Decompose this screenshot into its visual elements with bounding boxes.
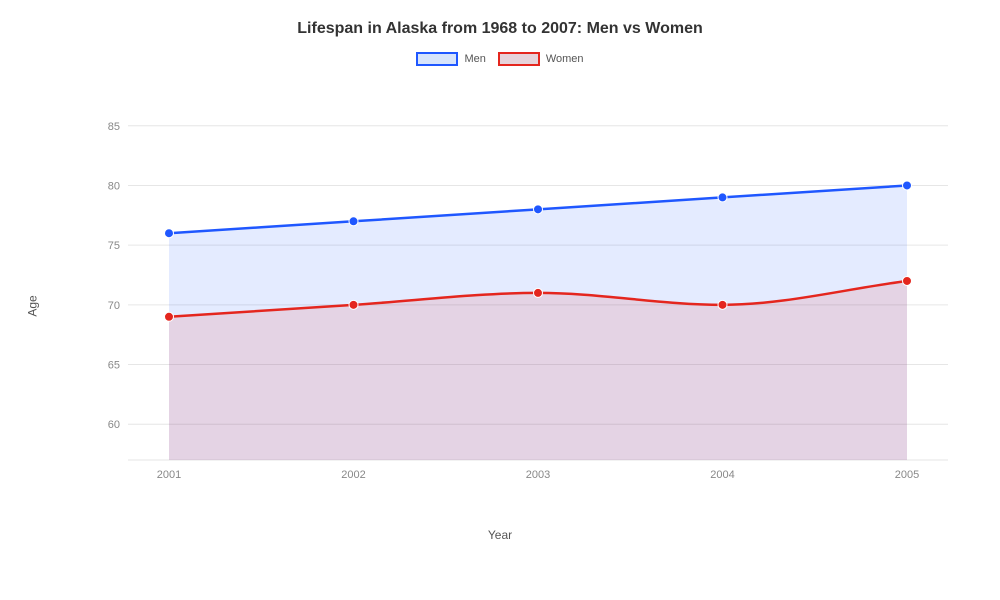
chart-title: Lifespan in Alaska from 1968 to 2007: Me… [30, 20, 970, 38]
svg-text:70: 70 [108, 300, 120, 312]
marker-women[interactable] [349, 300, 358, 309]
legend-label-men: Men [464, 53, 485, 65]
legend-label-women: Women [546, 53, 584, 65]
svg-text:2004: 2004 [710, 469, 734, 481]
svg-text:65: 65 [108, 360, 120, 372]
svg-text:80: 80 [108, 180, 120, 192]
marker-women[interactable] [165, 312, 174, 321]
x-axis-label: Year [488, 528, 512, 542]
plot-area: 60 65 70 75 80 85 2001 2002 2003 2004 2005 [88, 84, 958, 488]
legend-item-women[interactable]: Women [498, 52, 584, 66]
legend-item-men[interactable]: Men [416, 52, 485, 66]
marker-women[interactable] [718, 300, 727, 309]
marker-men[interactable] [349, 217, 358, 226]
legend: Men Women [30, 52, 970, 66]
svg-text:2003: 2003 [526, 469, 550, 481]
chart-container: Lifespan in Alaska from 1968 to 2007: Me… [0, 0, 1000, 600]
svg-text:85: 85 [108, 121, 120, 133]
y-axis-label: Age [26, 295, 40, 316]
marker-women[interactable] [534, 288, 543, 297]
marker-men[interactable] [718, 193, 727, 202]
marker-men[interactable] [903, 181, 912, 190]
marker-women[interactable] [903, 276, 912, 285]
plot-svg: 60 65 70 75 80 85 2001 2002 2003 2004 2005 [88, 84, 958, 488]
marker-men[interactable] [165, 229, 174, 238]
plot-wrapper: Age 60657075808520012002200320042005 Yea… [30, 76, 970, 536]
svg-text:2005: 2005 [895, 469, 919, 481]
marker-men[interactable] [534, 205, 543, 214]
svg-text:2001: 2001 [157, 469, 181, 481]
svg-text:75: 75 [108, 240, 120, 252]
svg-text:60: 60 [108, 419, 120, 431]
legend-swatch-women [498, 52, 540, 66]
legend-swatch-men [416, 52, 458, 66]
svg-text:2002: 2002 [341, 469, 365, 481]
